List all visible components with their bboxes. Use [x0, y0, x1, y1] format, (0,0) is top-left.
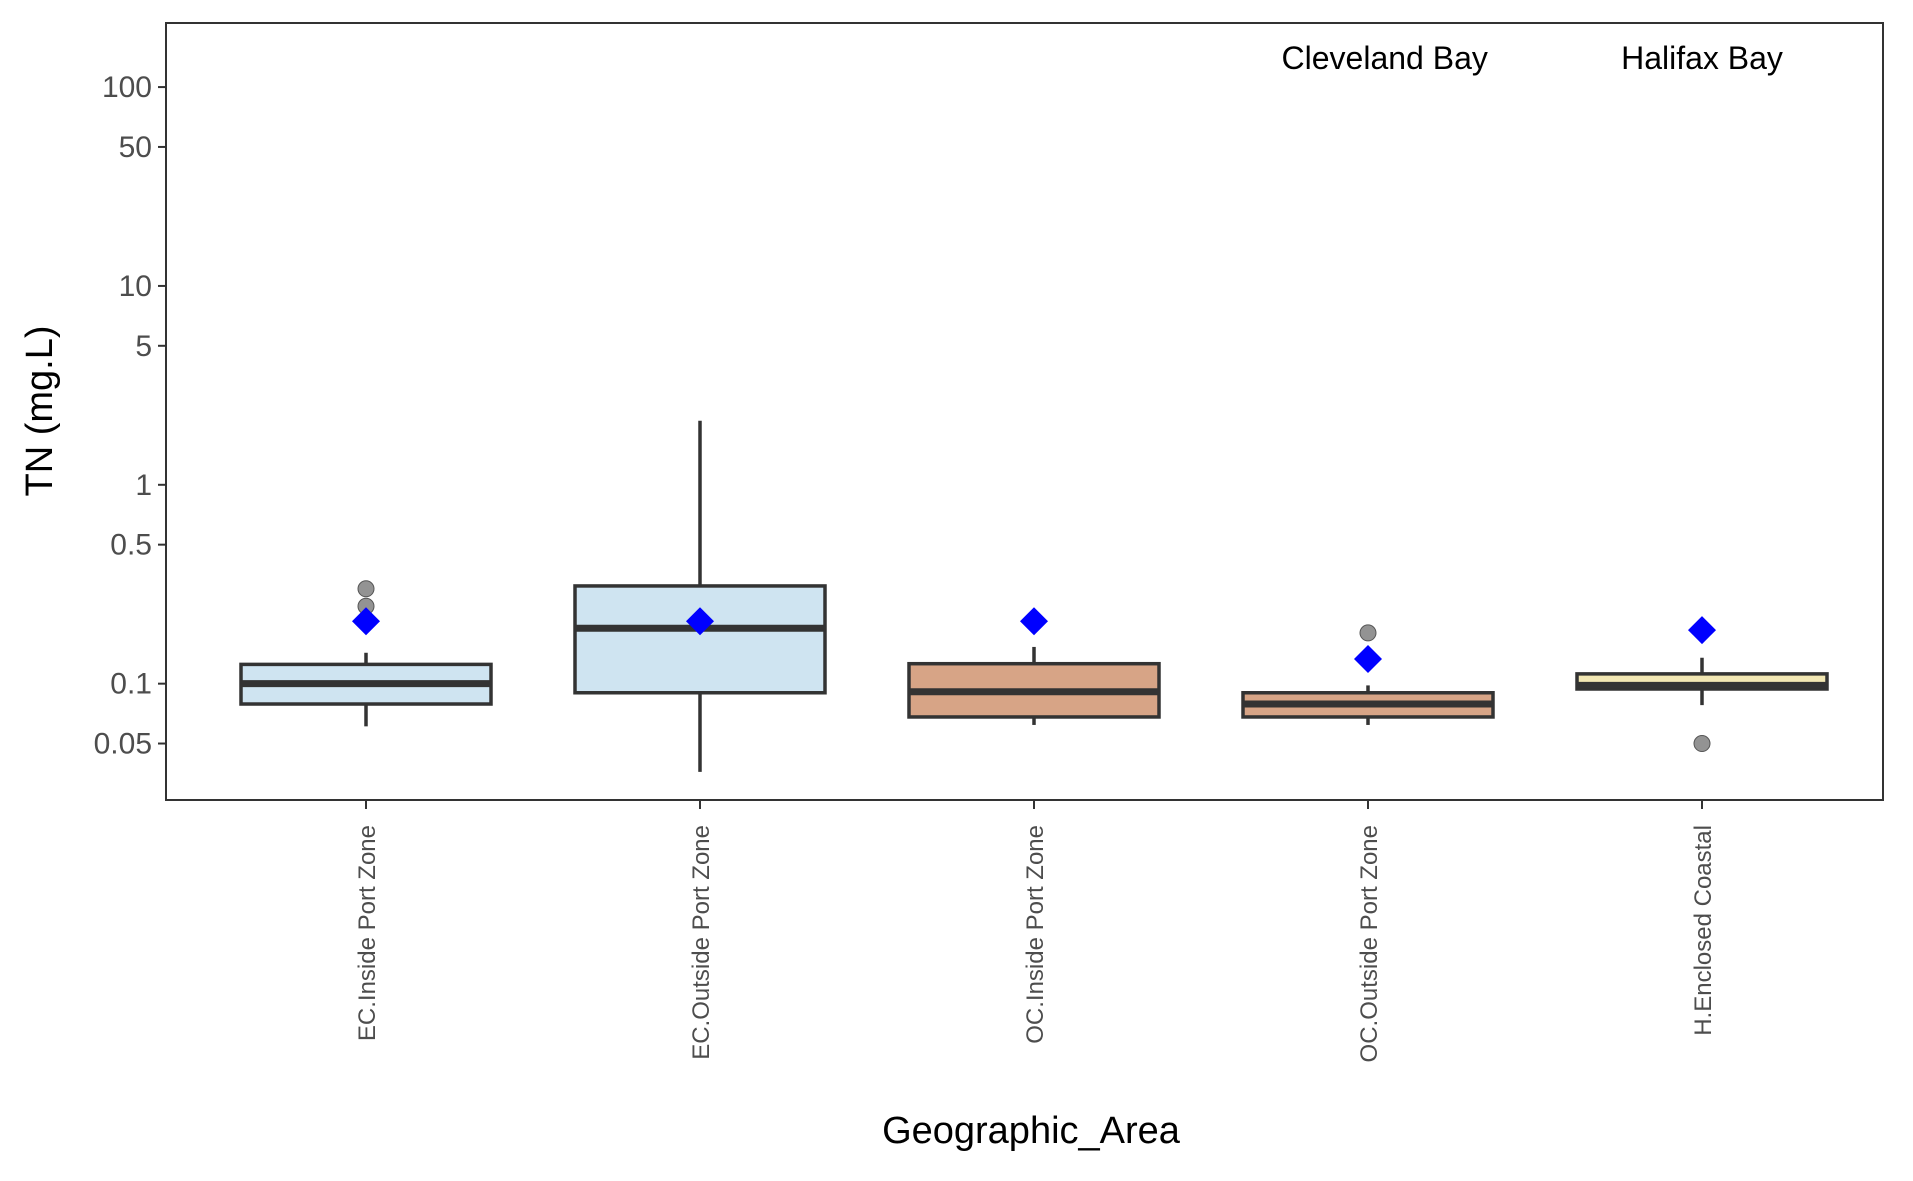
plot-panel-border [165, 22, 1884, 801]
annotations: Cleveland Bay Halifax Bay [1282, 40, 1783, 76]
box-group [1575, 616, 1829, 753]
plot-marks [239, 420, 1829, 772]
x-category-label: OC.Inside Port Zone [1022, 825, 1049, 1044]
y-axis-title: TN (mg.L) [19, 326, 61, 497]
x-axis-title: Geographic_Area [882, 1110, 1181, 1152]
outlier-point [1693, 735, 1711, 753]
box-group [907, 607, 1161, 725]
x-category-label: OC.Outside Port Zone [1356, 825, 1383, 1062]
box-group [1241, 624, 1495, 725]
mean-marker [352, 607, 380, 636]
y-tick-label: 5 [135, 330, 152, 363]
x-axis: EC.Inside Port Zone EC.Outside Port Zone O… [354, 800, 1717, 1062]
mean-marker [1354, 645, 1382, 674]
y-tick-label: 100 [102, 71, 152, 104]
mean-marker [1688, 616, 1716, 645]
box-group [573, 420, 827, 772]
y-tick-label: 0.5 [110, 529, 152, 562]
y-tick-label: 50 [119, 131, 152, 164]
outlier-point [1359, 624, 1377, 642]
y-axis: 100 50 10 5 1 0.5 0.1 0.05 [94, 71, 166, 761]
y-tick-label: 1 [135, 469, 152, 502]
x-category-label: EC.Outside Port Zone [688, 825, 715, 1060]
y-tick-label: 0.1 [110, 668, 152, 701]
box-group [239, 580, 493, 727]
y-tick-label: 0.05 [94, 728, 152, 761]
outlier-point [357, 580, 375, 598]
x-category-label: EC.Inside Port Zone [354, 825, 381, 1041]
region-annotation: Halifax Bay [1621, 40, 1783, 76]
x-category-label: H.Enclosed Coastal [1690, 825, 1717, 1036]
y-tick-label: 10 [119, 270, 152, 303]
box-iqr [573, 584, 827, 695]
mean-marker [1020, 607, 1048, 636]
region-annotation: Cleveland Bay [1282, 40, 1488, 76]
mean-marker [686, 607, 714, 636]
